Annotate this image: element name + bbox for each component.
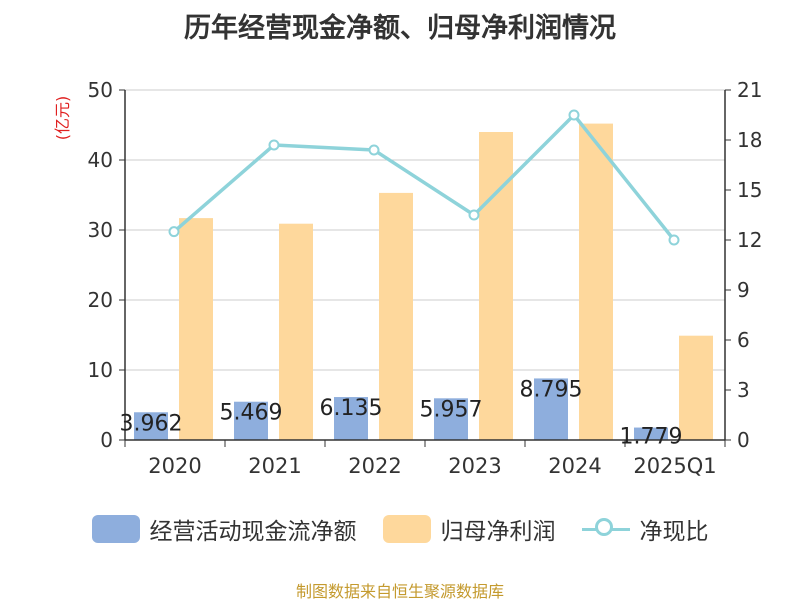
legend-item-net-profit[interactable]: 归母净利润 bbox=[382, 512, 556, 546]
bar-cashflow bbox=[634, 427, 668, 440]
right-axis-tick-label: 0 bbox=[737, 428, 750, 452]
bar-cashflow bbox=[134, 412, 168, 440]
data-label-cashflow: 1.779 bbox=[620, 425, 683, 450]
legend-item-cash-ratio[interactable]: 净现比 bbox=[581, 512, 709, 546]
data-label-cashflow: 8.795 bbox=[520, 377, 583, 402]
right-axis-tick-label: 15 bbox=[737, 178, 762, 202]
x-axis-tick-label: 2020 bbox=[148, 454, 201, 478]
line-cash-ratio bbox=[172, 113, 676, 242]
chart-title: 历年经营现金净额、归母净利润情况 bbox=[184, 13, 616, 44]
data-label-cashflow: 6.135 bbox=[320, 396, 383, 421]
left-axis-tick-label: 50 bbox=[88, 78, 113, 102]
x-axis-tick-label: 2024 bbox=[548, 454, 601, 478]
legend-swatch-cashflow bbox=[91, 515, 140, 543]
legend-swatch-cash-ratio bbox=[581, 515, 630, 543]
point-cash-ratio bbox=[268, 139, 280, 151]
right-axis-tick-label: 18 bbox=[737, 128, 762, 152]
right-axis-tick-label: 21 bbox=[737, 78, 762, 102]
x-axis-tick-label: 2022 bbox=[348, 454, 401, 478]
bar-net-profit bbox=[579, 123, 613, 440]
point-cash-ratio bbox=[568, 109, 580, 121]
point-cash-ratio bbox=[668, 234, 680, 246]
left-axis-tick-label: 10 bbox=[88, 358, 113, 382]
bar-cashflow bbox=[334, 397, 368, 440]
bar-cashflow bbox=[234, 401, 268, 440]
point-cash-ratio bbox=[368, 144, 380, 156]
bar-net-profit bbox=[279, 223, 313, 440]
x-axis-tick-label: 2025Q1 bbox=[633, 454, 716, 478]
data-source-note: 制图数据来自恒生聚源数据库 bbox=[295, 582, 504, 601]
right-axis-tick-label: 6 bbox=[737, 328, 750, 352]
legend-swatch-net-profit bbox=[382, 515, 431, 543]
bar-net-profit bbox=[679, 335, 713, 440]
left-axis-tick-label: 40 bbox=[88, 148, 113, 172]
right-axis-tick-label: 3 bbox=[737, 378, 750, 402]
data-label-cashflow: 5.957 bbox=[420, 397, 483, 422]
legend-item-cashflow[interactable]: 经营活动现金流净额 bbox=[91, 512, 357, 546]
bar-net-profit bbox=[479, 132, 513, 440]
left-axis-tick-label: 0 bbox=[100, 428, 113, 452]
x-axis-tick-label: 2021 bbox=[248, 454, 301, 478]
right-axis-tick-label: 12 bbox=[737, 228, 762, 252]
left-axis-tick-label: 30 bbox=[88, 218, 113, 242]
right-axis-tick-label: 9 bbox=[737, 278, 750, 302]
point-cash-ratio bbox=[168, 226, 180, 238]
legend-label-net-profit: 归母净利润 bbox=[440, 519, 556, 545]
data-label-cashflow: 3.962 bbox=[120, 411, 183, 436]
bar-net-profit bbox=[179, 218, 213, 440]
x-axis-tick-label: 2023 bbox=[448, 454, 501, 478]
left-axis-tick-label: 20 bbox=[88, 288, 113, 312]
bar-cashflow bbox=[534, 378, 568, 440]
point-cash-ratio bbox=[468, 209, 480, 221]
chart-legend: 经营活动现金流净额 归母净利润 净现比 bbox=[0, 512, 800, 546]
bar-net-profit bbox=[379, 192, 413, 440]
bar-cashflow bbox=[434, 398, 468, 440]
data-label-cashflow: 5.469 bbox=[220, 401, 283, 426]
legend-label-cash-ratio: 净现比 bbox=[639, 519, 709, 545]
left-axis-unit-label: (亿元) bbox=[53, 96, 72, 141]
legend-label-cashflow: 经营活动现金流净额 bbox=[149, 519, 357, 545]
combo-chart: 0 10 20 30 40 50 0 3 6 9 12 15 18 21 (亿元) 2020 2021 2022 2… bbox=[53, 78, 762, 478]
